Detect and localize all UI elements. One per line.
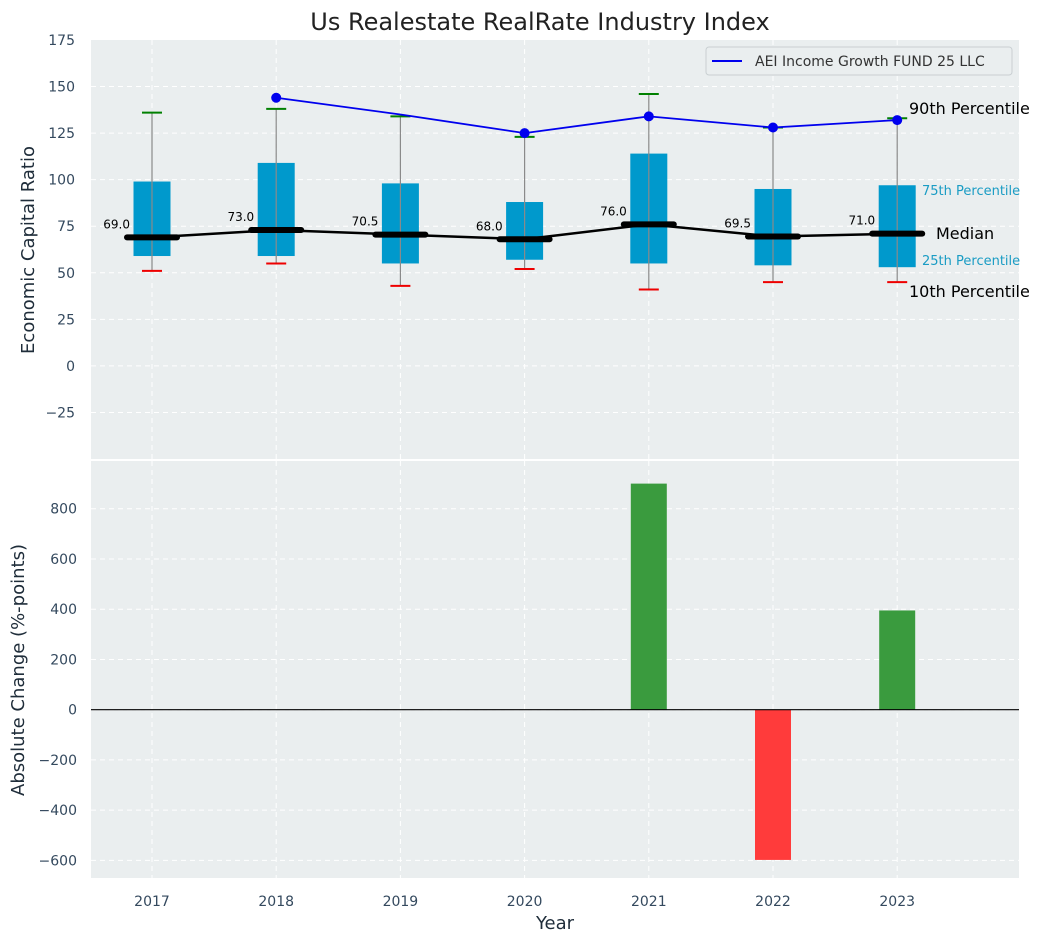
median-value-label-2018: 73.0 xyxy=(227,210,254,224)
median-trend-line xyxy=(151,223,898,241)
top-panel-background xyxy=(91,40,1019,459)
median-value-label-2020: 68.0 xyxy=(476,219,503,233)
bottom-y-ticks: −600 −400 −200 0 200 400 600 800 xyxy=(39,502,77,870)
median-value-label-2023: 71.0 xyxy=(848,214,875,228)
annotation-25th-percentile: 25th Percentile xyxy=(922,254,1020,269)
top-y-tick-label: −25 xyxy=(45,405,75,421)
chart-title: Us Realestate RealRate Industry Index xyxy=(310,8,769,36)
top-y-tick-label: 100 xyxy=(48,173,75,189)
top-panel-marks: 69.0 73.0 70.5 68.0 76.0 69.5 71.0 xyxy=(103,92,926,291)
legend-box xyxy=(705,46,1013,76)
median-value-label-2019: 70.5 xyxy=(352,215,379,229)
top-y-tick-label: 150 xyxy=(48,80,75,96)
x-tick-label: 2022 xyxy=(755,894,791,910)
bottom-y-tick-label: 600 xyxy=(50,552,77,568)
top-y-tick-label: 125 xyxy=(48,126,75,142)
median-value-label-2022: 69.5 xyxy=(724,216,751,230)
fund-point-2018 xyxy=(271,92,282,103)
bottom-y-tick-label: 0 xyxy=(68,703,77,719)
bottom-y-axis-label: Absolute Change (%-points) xyxy=(8,544,29,796)
x-tick-label: 2021 xyxy=(631,894,667,910)
bottom-y-tick-label: −400 xyxy=(39,803,77,819)
top-y-axis-label: Economic Capital Ratio xyxy=(18,146,39,354)
x-tick-label: 2020 xyxy=(507,894,543,910)
annotation-90th-percentile: 90th Percentile xyxy=(909,99,1030,118)
fund-series-line xyxy=(276,96,898,135)
bottom-y-tick-label: −200 xyxy=(39,753,77,769)
bottom-y-tick-label: 400 xyxy=(50,602,77,618)
fund-point-2022 xyxy=(768,122,778,133)
legend: AEI Income Growth FUND 25 LLC xyxy=(705,46,1013,76)
x-tick-label: 2018 xyxy=(258,894,294,910)
x-tick-label: 2017 xyxy=(134,894,170,910)
median-value-label-2017: 69.0 xyxy=(103,217,130,231)
annotation-75th-percentile: 75th Percentile xyxy=(922,184,1020,199)
x-tick-label: 2023 xyxy=(879,894,915,910)
change-bar-2022 xyxy=(755,709,791,860)
median-value-label-2021: 76.0 xyxy=(600,204,627,218)
top-y-tick-label: 25 xyxy=(57,312,75,328)
top-y-tick-label: 75 xyxy=(57,219,75,235)
x-axis-label: Year xyxy=(535,913,575,934)
top-y-tick-label: 0 xyxy=(66,359,75,375)
bottom-y-tick-label: 800 xyxy=(50,502,77,518)
bottom-panel-background xyxy=(91,461,1019,878)
x-tick-label: 2019 xyxy=(383,894,419,910)
x-ticks: 2017 2018 2019 2020 2021 2022 2023 xyxy=(134,894,915,910)
annotation-10th-percentile: 10th Percentile xyxy=(909,282,1030,301)
top-y-tick-label: 175 xyxy=(48,33,75,49)
legend-entry-fund: AEI Income Growth FUND 25 LLC xyxy=(755,54,985,70)
fund-point-2021 xyxy=(643,111,654,122)
change-bar-2023 xyxy=(879,610,916,710)
bottom-y-tick-label: 200 xyxy=(50,652,77,668)
fund-point-2023 xyxy=(892,115,903,126)
top-y-tick-label: 50 xyxy=(57,266,75,282)
top-panel: −25 0 25 50 75 100 125 150 175 69.0 73.0 70.5 68.0 7… xyxy=(18,33,1030,459)
bottom-panel-marks xyxy=(91,483,1019,860)
fund-point-2020 xyxy=(519,128,530,139)
top-y-ticks: −25 0 25 50 75 100 125 150 175 xyxy=(45,33,75,421)
top-panel-annotations: 90th Percentile 75th Percentile Median 2… xyxy=(909,99,1030,301)
bottom-y-tick-label: −600 xyxy=(39,853,77,869)
change-bar-2021 xyxy=(630,483,667,710)
annotation-median: Median xyxy=(936,224,994,243)
